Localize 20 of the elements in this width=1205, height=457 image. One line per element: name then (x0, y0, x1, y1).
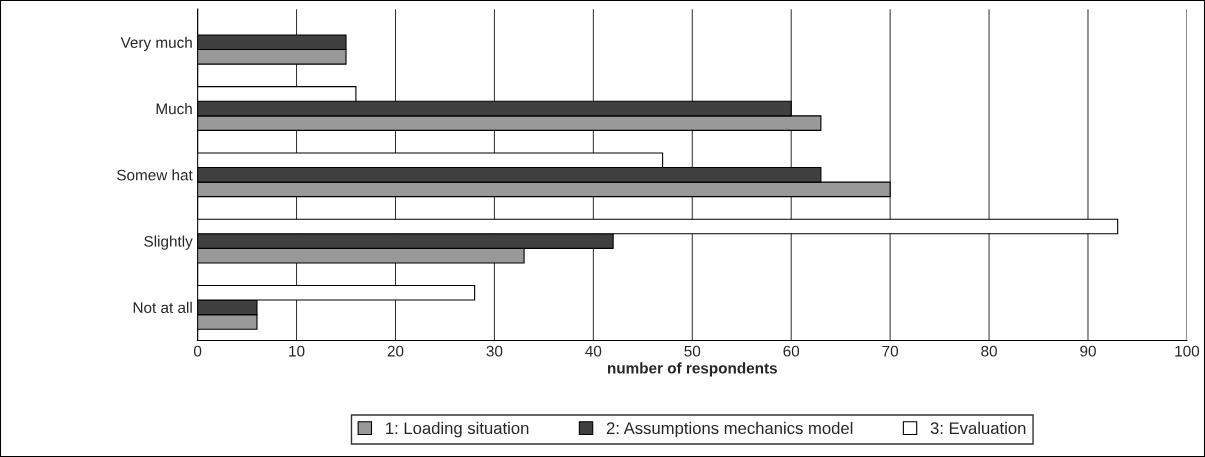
y-tick-label: Much (156, 103, 192, 115)
x-tick-label: 20 (387, 345, 404, 357)
x-tick-label: 90 (1080, 345, 1096, 357)
x-tick-label: 0 (193, 345, 202, 357)
y-tick-label: Not at all (133, 301, 192, 314)
x-tick-label: 100 (1175, 345, 1200, 357)
y-tick-label: Somew hat (117, 169, 193, 181)
x-tick-label: 70 (882, 345, 899, 357)
y-tick-label: Very much (120, 36, 192, 51)
legend-label: 3: Evaluation (930, 421, 1026, 435)
x-axis-title: number of respondents (607, 362, 777, 377)
legend-label: 2: Assumptions mechanics model (606, 421, 853, 438)
x-tick-label: 80 (981, 345, 997, 357)
x-tick-label: 50 (684, 345, 701, 357)
x-tick-label: 60 (783, 345, 800, 357)
y-tick-label: Slightly (144, 235, 193, 250)
x-tick-label: 10 (289, 345, 305, 357)
x-tick-label: 40 (585, 345, 602, 357)
legend-label: 1: Loading situation (386, 421, 529, 438)
x-tick-label: 30 (486, 345, 503, 357)
